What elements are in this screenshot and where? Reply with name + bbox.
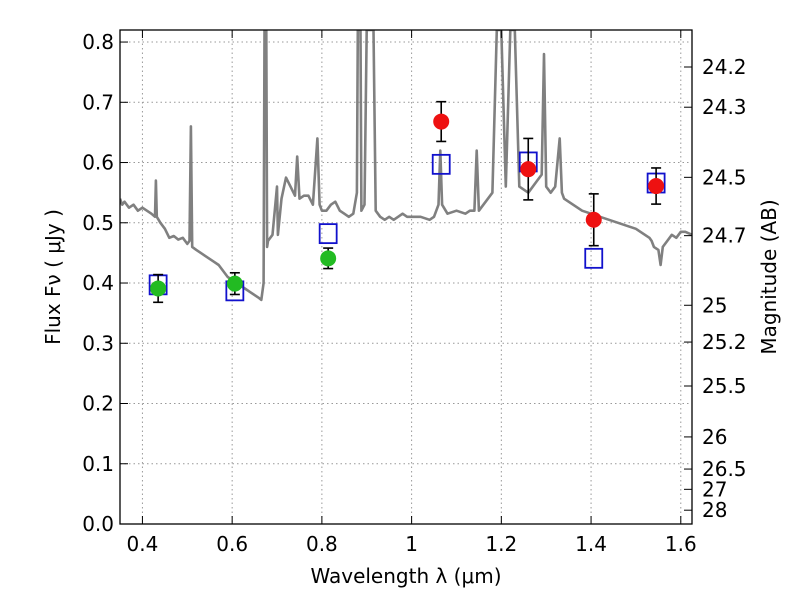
x-tick-label: 0.6 (216, 532, 248, 556)
x-tick-label: 1.4 (575, 532, 607, 556)
optical-flux-point (150, 280, 167, 297)
spectrum-series (120, 30, 692, 302)
magnitude-tick-label: 24.2 (702, 55, 747, 79)
y-tick-label: 0.0 (82, 512, 114, 536)
spectrum-line (120, 30, 692, 302)
x-tick-label: 1.6 (665, 532, 697, 556)
model-flux-box (431, 153, 451, 175)
nir-flux-point (585, 211, 602, 228)
measured-flux-series (150, 100, 665, 304)
model-flux-box (318, 223, 338, 245)
magnitude-tick-label: 25 (702, 293, 727, 317)
nir-flux-point (648, 178, 665, 195)
magnitude-tick-label: 25.2 (702, 330, 747, 354)
magnitude-tick-label: 27 (702, 477, 727, 501)
y-tick-label: 0.4 (82, 271, 114, 295)
magnitude-tick-label: 26.5 (702, 457, 747, 481)
y-tick-label: 0.3 (82, 331, 114, 355)
x-tick-label: 1.2 (485, 532, 517, 556)
plot-frame (119, 29, 693, 525)
y-tick-label: 0.5 (82, 211, 114, 235)
y-tick-label: 0.7 (82, 90, 114, 114)
plot-background (120, 30, 692, 524)
x-tick-label: 0.4 (127, 532, 159, 556)
nir-flux-point (433, 113, 450, 130)
magnitude-tick-label: 24.7 (702, 224, 747, 248)
magnitude-tick-label: 24.5 (702, 165, 747, 189)
tick-labels: 0.4 0.6 0.8 1 1.2 1.4 1.6 0.0 0.1 0.2 0.3 0.4 0.5 0.6… (82, 30, 746, 556)
y-tick-label: 0.6 (82, 151, 114, 175)
x-tick-label: 1 (405, 532, 418, 556)
y-tick-label: 0.8 (82, 30, 114, 54)
y2-axis-title: Magnitude (AB) (757, 199, 781, 354)
magnitude-tick-label: 24.3 (702, 95, 747, 119)
x-tick-label: 0.8 (306, 532, 338, 556)
model-flux-box (584, 247, 604, 269)
optical-flux-point (320, 250, 337, 267)
axis-ticks (120, 30, 692, 525)
nir-flux-point (520, 161, 537, 178)
y-tick-label: 0.1 (82, 452, 114, 476)
magnitude-tick-label: 26 (702, 425, 727, 449)
optical-flux-point (226, 275, 243, 292)
y-axis-title: Flux Fν ( μJy ) (41, 209, 65, 345)
x-axis-title: Wavelength λ (μm) (310, 564, 501, 588)
magnitude-tick-label: 28 (702, 498, 727, 522)
y-tick-label: 0.2 (82, 392, 114, 416)
magnitude-tick-label: 25.5 (702, 374, 747, 398)
